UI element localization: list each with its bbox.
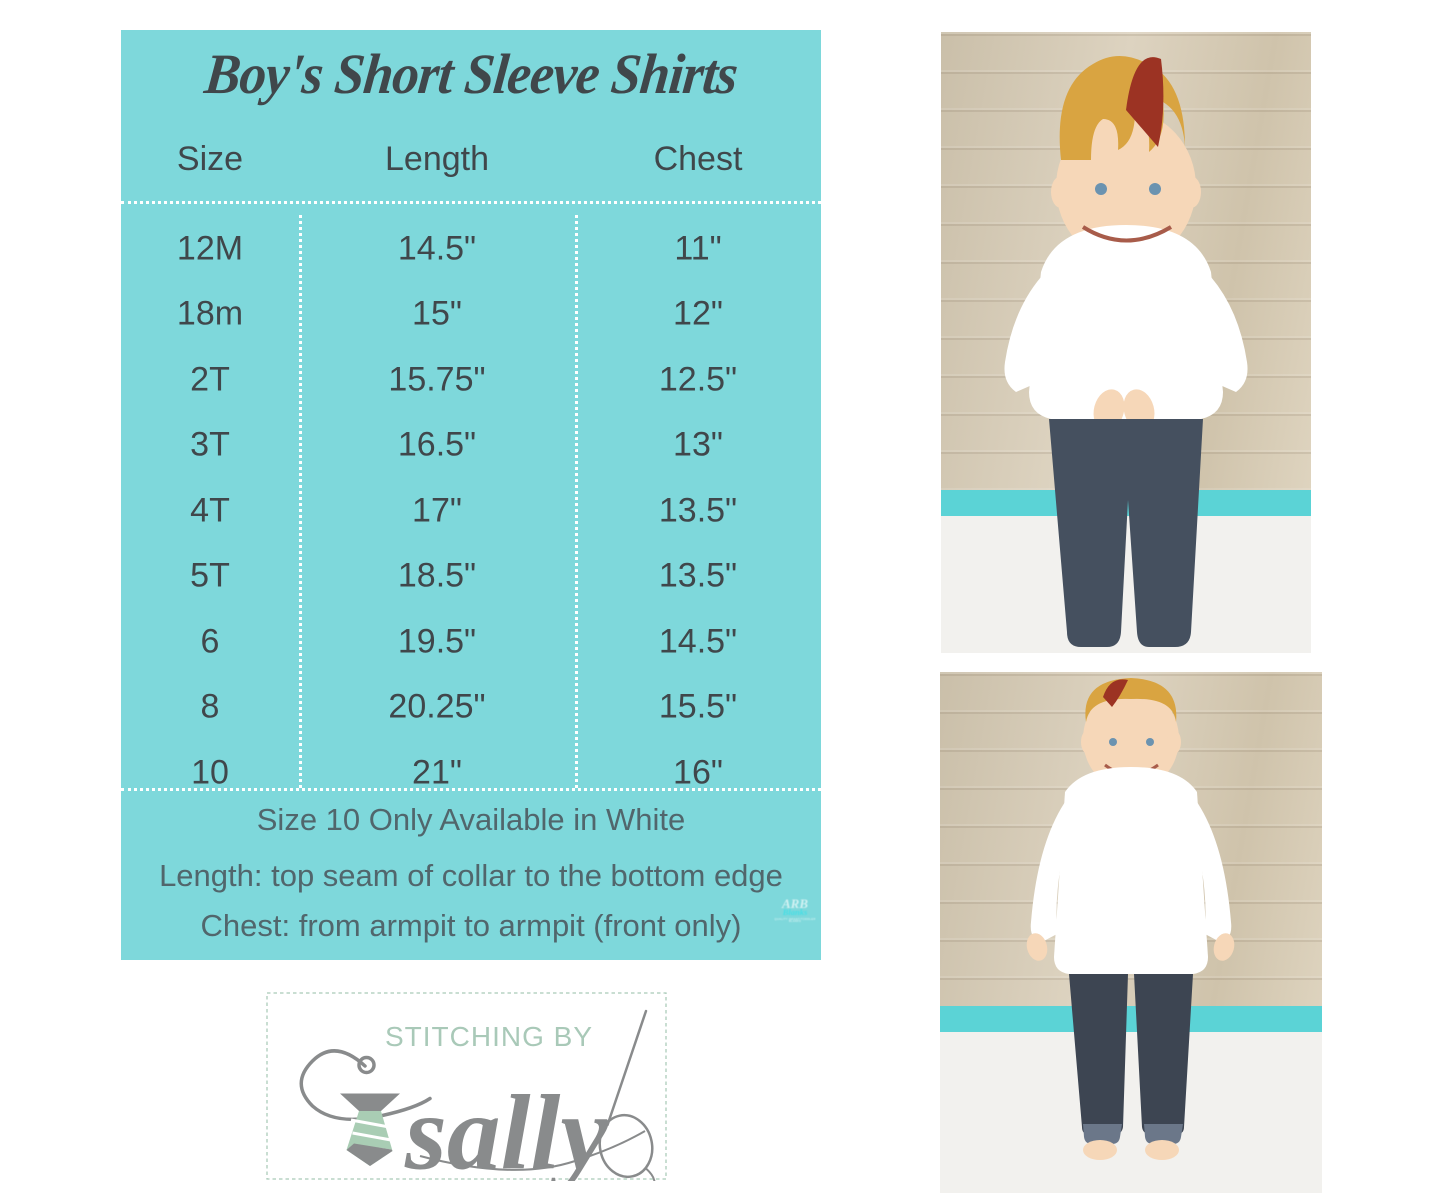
svg-text:STITCHING BY: STITCHING BY: [385, 1021, 593, 1052]
svg-text:sally: sally: [404, 1074, 609, 1182]
